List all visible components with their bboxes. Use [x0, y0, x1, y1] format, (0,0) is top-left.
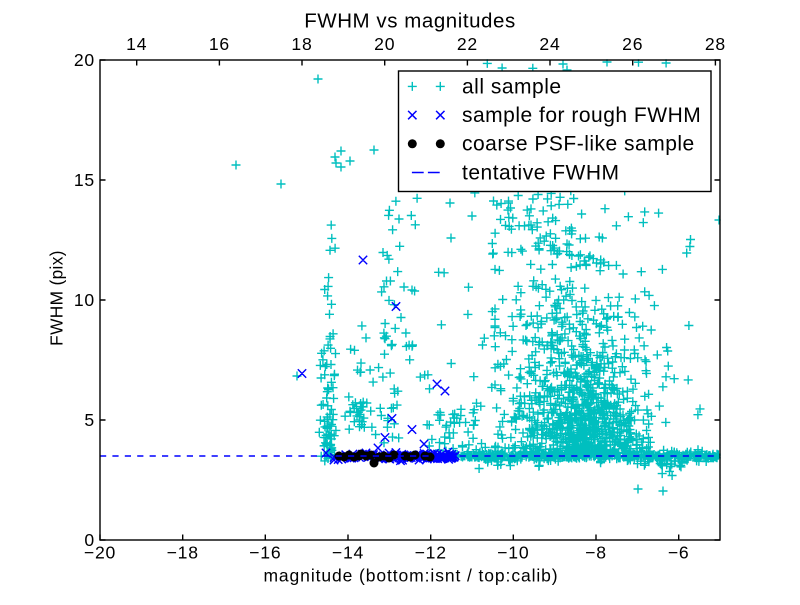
svg-text:15: 15 — [74, 170, 95, 190]
svg-text:coarse PSF-like sample: coarse PSF-like sample — [462, 133, 695, 156]
svg-text:28: 28 — [705, 34, 726, 54]
svg-text:−10: −10 — [497, 543, 529, 563]
svg-text:−20: −20 — [84, 543, 116, 563]
svg-text:all sample: all sample — [462, 75, 562, 98]
svg-text:FWHM (pix): FWHM (pix) — [47, 250, 67, 346]
svg-text:18: 18 — [291, 34, 312, 54]
svg-text:16: 16 — [209, 34, 230, 54]
svg-text:FWHM vs magnitudes: FWHM vs magnitudes — [304, 10, 516, 33]
svg-text:−14: −14 — [332, 543, 364, 563]
svg-text:26: 26 — [622, 34, 643, 54]
svg-text:20: 20 — [74, 50, 95, 70]
svg-text:22: 22 — [457, 34, 478, 54]
svg-text:−6: −6 — [668, 543, 690, 563]
svg-text:sample for rough FWHM: sample for rough FWHM — [462, 104, 701, 127]
svg-text:magnitude (bottom:isnt / top:c: magnitude (bottom:isnt / top:calib) — [263, 566, 558, 586]
svg-text:tentative FWHM: tentative FWHM — [462, 161, 620, 184]
svg-text:5: 5 — [84, 410, 95, 430]
svg-text:−8: −8 — [585, 543, 607, 563]
svg-text:−16: −16 — [249, 543, 281, 563]
svg-text:14: 14 — [126, 34, 147, 54]
svg-text:24: 24 — [539, 34, 560, 54]
svg-text:10: 10 — [74, 290, 95, 310]
svg-text:−18: −18 — [167, 543, 199, 563]
svg-text:20: 20 — [374, 34, 395, 54]
svg-text:0: 0 — [84, 530, 95, 550]
svg-text:−12: −12 — [415, 543, 447, 563]
